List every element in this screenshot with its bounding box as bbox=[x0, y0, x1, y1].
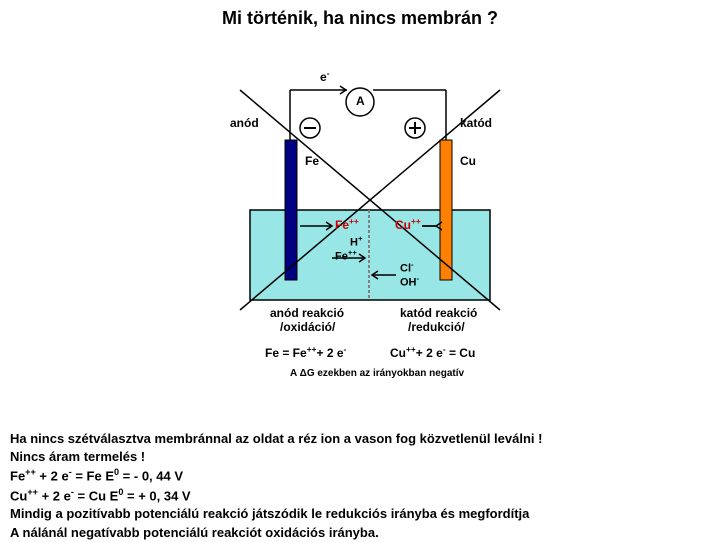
electrochem-diagram: e- A anód katód Fe Cu Fe++ H+ Fe++ Cu++ … bbox=[150, 50, 570, 390]
cathode-rxn-l1: katód reakció bbox=[400, 306, 477, 320]
ion-oh: OH- bbox=[400, 274, 419, 289]
anode-electrode bbox=[285, 140, 297, 280]
page-title: Mi történik, ha nincs membrán ? bbox=[0, 0, 720, 29]
eq-anode: Fe = Fe+++ 2 e- bbox=[265, 344, 346, 360]
anode-label: anód bbox=[230, 116, 259, 130]
electron-label: e- bbox=[320, 68, 329, 84]
cathode-electrode bbox=[440, 140, 452, 280]
eq-cathode: Cu+++ 2 e- = Cu bbox=[390, 344, 475, 360]
expl-line2: Nincs áram termelés ! bbox=[10, 448, 542, 466]
expl-line5: Mindig a pozitívabb potenciálú reakció j… bbox=[10, 505, 542, 523]
anode-rxn-l1: anód reakció bbox=[270, 306, 344, 320]
expl-line6: A nálánál negatívabb potenciálú reakciót… bbox=[10, 524, 542, 542]
anode-element: Fe bbox=[305, 154, 319, 168]
anode-rxn-l2: /oxidáció/ bbox=[280, 320, 335, 334]
cathode-element: Cu bbox=[460, 154, 476, 168]
expl-line4: Cu++ + 2 e- = Cu E0 = + 0, 34 V bbox=[10, 486, 542, 506]
ion-fe2: Fe++ bbox=[335, 216, 359, 232]
cathode-rxn-l2: /redukció/ bbox=[408, 320, 465, 334]
explanation-text: Ha nincs szétválasztva membránnal az old… bbox=[10, 430, 542, 542]
ion-fe2b: Fe++ bbox=[335, 248, 357, 263]
ion-h: H+ bbox=[350, 234, 362, 249]
expl-line3: Fe++ + 2 e- = Fe E0 = - 0, 44 V bbox=[10, 466, 542, 486]
ion-cl: Cl- bbox=[400, 260, 414, 275]
ammeter-label: A bbox=[356, 94, 365, 108]
ion-cu2: Cu++ bbox=[395, 216, 421, 232]
expl-line1: Ha nincs szétválasztva membránnal az old… bbox=[10, 430, 542, 448]
cathode-label: katód bbox=[460, 116, 492, 130]
dg-footer: A ΔG ezekben az irányokban negatív bbox=[290, 368, 464, 379]
